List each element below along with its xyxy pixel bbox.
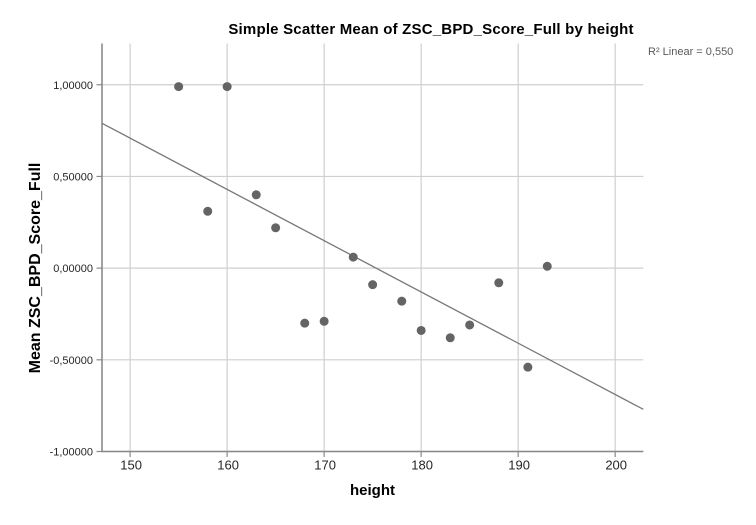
data-point <box>348 252 358 262</box>
y-tick-label: 0,00000 <box>53 263 93 275</box>
y-tick-label: 1,00000 <box>53 80 93 92</box>
x-axis-title: height <box>350 482 395 499</box>
data-point <box>494 278 504 288</box>
x-tick-label: 200 <box>605 458 627 473</box>
data-point <box>542 261 552 271</box>
data-point <box>203 206 213 216</box>
fit-line <box>101 122 644 410</box>
data-point <box>465 320 475 330</box>
y-tick-label: -0,50000 <box>50 355 93 367</box>
x-tick-label: 170 <box>314 458 336 473</box>
x-tick-label: 180 <box>411 458 433 473</box>
x-tick-label: 160 <box>217 458 239 473</box>
data-point <box>222 82 232 92</box>
x-tick-label: 150 <box>120 458 142 473</box>
data-point <box>271 223 281 233</box>
data-point <box>368 280 378 290</box>
data-point <box>416 325 426 335</box>
data-point <box>397 296 407 306</box>
data-point <box>174 82 184 92</box>
data-point <box>300 318 310 328</box>
r-squared-annotation: R² Linear = 0,550 <box>648 46 734 58</box>
data-point <box>319 316 329 326</box>
x-tick-label: 190 <box>508 458 530 473</box>
y-tick-label: 0,50000 <box>53 171 93 183</box>
data-point <box>251 190 261 200</box>
y-tick-label: -1,00000 <box>50 447 93 459</box>
data-point <box>445 333 455 343</box>
chart-title: Simple Scatter Mean of ZSC_BPD_Score_Ful… <box>228 21 634 38</box>
data-point <box>523 362 533 372</box>
